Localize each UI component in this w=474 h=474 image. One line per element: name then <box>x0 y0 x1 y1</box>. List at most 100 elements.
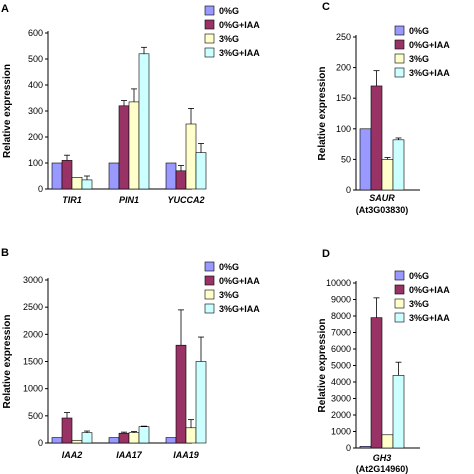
y-tick-label: 100 <box>28 158 43 168</box>
x-tick-label: IAA19 <box>173 450 199 460</box>
legend-swatch <box>204 5 215 16</box>
bar <box>175 344 187 444</box>
legend-swatch <box>394 53 405 64</box>
legend-swatch <box>394 298 405 309</box>
chart-panel-d: D Relative expression 0 1000 2000 3000 4000 500… <box>317 248 450 474</box>
y-tick-label: 600 <box>28 28 43 38</box>
legend-swatch <box>394 312 405 323</box>
y-tick-label: 0 <box>346 185 351 195</box>
chart-panel-a: A Relative expression 0 100 200 300 400 500 600 T… <box>1 3 260 205</box>
bar <box>392 375 405 449</box>
legend-label: 3%G+IAA <box>219 304 260 314</box>
y-tick-label: 9000 <box>331 295 351 305</box>
bar <box>71 439 83 444</box>
y-axis-label: Relative expression <box>317 67 328 161</box>
bar <box>61 417 73 444</box>
bar <box>81 179 93 190</box>
y-tick-label: 150 <box>336 93 351 103</box>
legend-label: 3%G <box>219 290 239 300</box>
y-tick-label: 500 <box>28 54 43 64</box>
bar <box>128 432 140 444</box>
bar <box>185 427 197 444</box>
x-tick-label: IAA2 <box>62 450 83 460</box>
bar <box>138 53 150 190</box>
chart-panel-c: C Relative expression 0 50 100 150 200 250 SAUR (… <box>317 1 450 215</box>
bar <box>370 317 383 449</box>
bar <box>381 434 394 449</box>
bar <box>128 101 140 190</box>
bar <box>195 152 207 190</box>
y-tick-label: 10000 <box>326 278 351 288</box>
legend-swatch <box>394 284 405 295</box>
x-tick-sublabel: (At2G14960) <box>356 464 409 474</box>
panel-letter: A <box>1 3 9 15</box>
legend-swatch <box>204 261 215 272</box>
y-tick-label: 0 <box>38 184 43 194</box>
chart-panel-b: B Relative expression 0 500 1000 1500 2000 2500… <box>1 247 260 460</box>
bar <box>370 85 383 191</box>
legend-swatch <box>204 33 215 44</box>
legend-label: 0%G+IAA <box>219 276 260 286</box>
x-tick-label: TIR1 <box>62 195 82 205</box>
y-tick-label: 7000 <box>331 328 351 338</box>
bar <box>118 105 130 190</box>
x-tick-label: GH3 <box>373 453 392 463</box>
bar <box>359 128 372 191</box>
y-tick-label: 200 <box>28 132 43 142</box>
legend-label: 3%G <box>409 299 429 309</box>
bar <box>165 437 177 444</box>
y-tick-label: 5000 <box>331 361 351 371</box>
bar <box>81 432 93 444</box>
x-tick-sublabel: (At3G03830) <box>356 205 409 215</box>
y-tick-label: 8000 <box>331 311 351 321</box>
legend-label: 3%G <box>409 54 429 64</box>
panel-letter: D <box>322 248 330 260</box>
legend-label: 3%G <box>219 34 239 44</box>
legend-label: 0%G <box>219 6 239 16</box>
bar <box>71 177 83 190</box>
bar <box>392 139 405 191</box>
y-tick-label: 1000 <box>331 427 351 437</box>
bar <box>61 160 73 190</box>
y-tick-label: 200 <box>336 63 351 73</box>
legend-swatch <box>204 275 215 286</box>
bar <box>381 159 394 191</box>
legend-label: 3%G+IAA <box>409 313 450 323</box>
legend-label: 3%G+IAA <box>409 68 450 78</box>
legend-label: 3%G+IAA <box>219 48 260 58</box>
bar <box>51 437 63 444</box>
bar <box>51 162 63 190</box>
bar <box>359 446 372 449</box>
y-tick-label: 2500 <box>23 302 43 312</box>
legend-label: 0%G <box>219 262 239 272</box>
legend-swatch <box>394 67 405 78</box>
legend-swatch <box>204 47 215 58</box>
bar <box>108 162 120 190</box>
y-tick-label: 1000 <box>23 384 43 394</box>
x-tick-label: SAUR <box>369 193 395 203</box>
y-axis-label: Relative expression <box>317 319 328 413</box>
legend-swatch <box>394 39 405 50</box>
y-tick-label: 3000 <box>331 394 351 404</box>
bar <box>195 361 207 444</box>
y-tick-label: 0 <box>38 438 43 448</box>
legend-swatch <box>204 19 215 30</box>
y-axis-label: Relative expression <box>2 315 13 409</box>
legend-label: 0%G <box>409 26 429 36</box>
legend-swatch <box>204 303 215 314</box>
legend-label: 0%G <box>409 271 429 281</box>
legend-swatch <box>204 289 215 300</box>
y-tick-label: 300 <box>28 106 43 116</box>
y-tick-label: 500 <box>28 411 43 421</box>
y-tick-label: 2000 <box>331 410 351 420</box>
y-tick-label: 6000 <box>331 344 351 354</box>
x-tick-label: YUCCA2 <box>167 195 204 205</box>
y-tick-label: 50 <box>341 154 351 164</box>
bar <box>138 426 150 444</box>
bar <box>118 432 130 444</box>
x-tick-label: PIN1 <box>119 195 139 205</box>
legend-swatch <box>394 270 405 281</box>
y-tick-label: 2000 <box>23 329 43 339</box>
legend-label: 0%G+IAA <box>409 40 450 50</box>
